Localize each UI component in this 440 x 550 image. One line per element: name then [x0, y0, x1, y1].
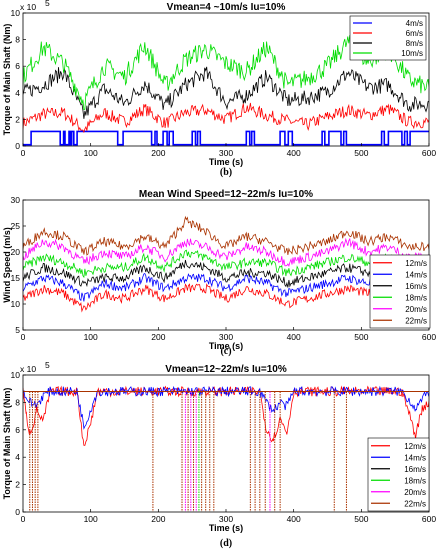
x-tick-label: 300 — [219, 332, 233, 342]
x-tick-label: 100 — [84, 148, 98, 158]
x-tick-label: 500 — [354, 148, 368, 158]
x-tick-label: 200 — [151, 514, 165, 524]
y-tick-label: 5 — [15, 325, 20, 335]
y-tick-label: 4 — [15, 452, 20, 462]
plot-area — [23, 385, 429, 512]
y-tick-label: 0 — [15, 141, 20, 151]
y-exponent: 5 — [45, 360, 50, 370]
y-tick-label: 0 — [15, 507, 20, 517]
y-axis-label: Torque of Main Shaft (Nm) — [2, 24, 12, 136]
x-tick-label: 100 — [84, 514, 98, 524]
legend-label: 8m/s — [406, 39, 423, 48]
y-axis-label: Wind Speed (m/s) — [2, 227, 12, 302]
x-tick-label: 400 — [287, 332, 301, 342]
y-tick-label: 10 — [11, 370, 21, 380]
series-20m-s — [23, 237, 429, 267]
y-tick-label: 10 — [11, 299, 21, 309]
y-multiplier: x 10 — [20, 2, 36, 12]
legend-label: 20m/s — [405, 305, 427, 314]
chart-title: Vmean=12~22m/s Iu=10% — [165, 364, 287, 375]
legend-label: 18m/s — [405, 293, 427, 302]
x-tick-label: 600 — [422, 148, 436, 158]
chart-panel-2: 0 100 200 300 400 500 600 5 10 15 20 25 30 Mean Wind … — [2, 189, 436, 357]
y-tick-label: 8 — [15, 35, 20, 45]
y-multiplier: x 10 — [20, 364, 36, 374]
series-4m-s — [23, 130, 429, 146]
series-16m-s — [23, 259, 429, 288]
x-tick-label: 300 — [219, 514, 233, 524]
y-tick-label: 2 — [15, 480, 20, 490]
x-tick-label: 500 — [354, 332, 368, 342]
legend-box — [369, 254, 431, 329]
y-tick-label: 2 — [15, 114, 20, 124]
legend-label: 4m/s — [406, 19, 423, 28]
series-8m-s — [23, 66, 429, 119]
legend-label: 12m/s — [405, 259, 427, 268]
x-axis-label: Time (s) — [209, 523, 243, 533]
panel-caption: (c) — [220, 346, 231, 357]
drop-spikes — [29, 391, 347, 512]
x-axis-label: Time (s) — [209, 157, 243, 167]
y-tick-label: 6 — [15, 61, 20, 71]
y-tick-label: 10 — [11, 8, 21, 18]
x-tick-label: 500 — [354, 514, 368, 524]
legend-label: 14m/s — [405, 270, 427, 279]
x-tick-label: 0 — [21, 332, 26, 342]
x-tick-label: 400 — [287, 514, 301, 524]
plot-area — [23, 215, 429, 313]
y-tick-label: 20 — [11, 247, 21, 257]
series-18m-s — [23, 249, 429, 279]
x-tick-label: 600 — [422, 332, 436, 342]
panel-caption: (b) — [220, 167, 232, 178]
x-tick-label: 600 — [422, 514, 436, 524]
x-tick-label: 200 — [151, 148, 165, 158]
y-exponent: 5 — [45, 0, 50, 8]
legend-label: 16m/s — [404, 465, 426, 474]
legend-label: 18m/s — [404, 476, 426, 485]
legend-box — [367, 437, 430, 512]
y-tick-label: 8 — [15, 397, 20, 407]
y-axis-label: Torque of Main Shaft (Nm) — [2, 388, 12, 500]
legend-label: 6m/s — [406, 29, 423, 38]
series-14m-s — [23, 272, 429, 302]
legend: 12m/s 14m/s 16m/s 18m/s 20m/s 22m/s — [369, 254, 431, 329]
series-22m-s — [23, 215, 429, 256]
x-tick-label: 0 — [21, 514, 26, 524]
x-tick-label: 100 — [84, 332, 98, 342]
series-12m-s — [23, 385, 429, 446]
y-tick-label: 6 — [15, 425, 20, 435]
series-6m-s — [23, 102, 429, 134]
legend-label: 20m/s — [404, 488, 426, 497]
legend-label: 16m/s — [405, 282, 427, 291]
chart-title: Mean Wind Speed=12~22m/s Iu=10% — [139, 189, 313, 200]
legend-label: 22m/s — [404, 499, 426, 508]
legend-label: 22m/s — [405, 316, 427, 325]
x-tick-label: 0 — [21, 148, 26, 158]
chart-panel-3: 0 100 200 300 400 500 600 0 2 4 6 8 10x 10 5 Vmean=12~… — [2, 360, 436, 549]
x-tick-label: 400 — [287, 148, 301, 158]
y-tick-label: 15 — [11, 273, 21, 283]
x-tick-label: 300 — [219, 148, 233, 158]
y-tick-label: 4 — [15, 88, 20, 98]
x-axis-label: Time (s) — [209, 341, 243, 351]
legend-label: 12m/s — [404, 442, 426, 451]
series-12m-s — [23, 283, 429, 313]
chart-panel-1: 0 100 200 300 400 500 600 0 2 4 6 8 10x 10 5 Vmean=4 ~… — [2, 0, 436, 178]
chart-title: Vmean=4 ~10m/s Iu=10% — [167, 2, 286, 13]
legend-label: 14m/s — [404, 453, 426, 462]
legend: 12m/s 14m/s 16m/s 18m/s 20m/s 22m/s — [367, 437, 430, 512]
panel-caption: (d) — [220, 538, 232, 549]
y-tick-label: 25 — [11, 221, 21, 231]
x-tick-label: 200 — [151, 332, 165, 342]
y-tick-label: 30 — [11, 195, 21, 205]
legend-label: 10m/s — [401, 49, 423, 58]
series-14m-s — [23, 385, 429, 430]
